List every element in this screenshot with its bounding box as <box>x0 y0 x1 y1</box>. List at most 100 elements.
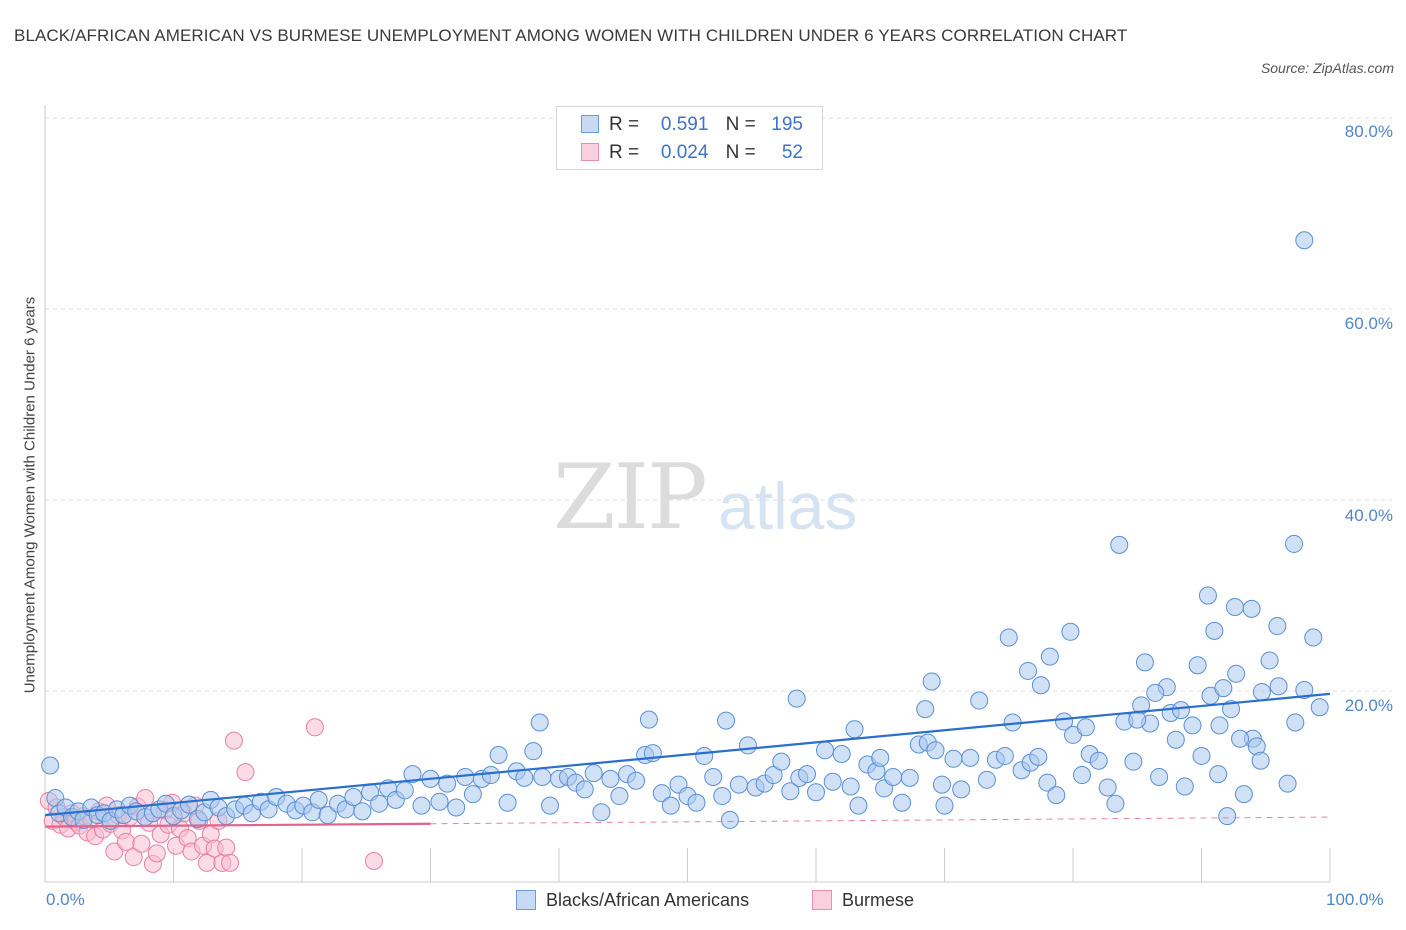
data-point <box>781 782 800 801</box>
data-point <box>720 810 739 829</box>
data-point <box>1268 617 1287 636</box>
data-point <box>309 790 328 809</box>
data-point <box>1252 682 1271 701</box>
data-point <box>1234 785 1253 804</box>
data-point <box>463 785 482 804</box>
data-point <box>1047 786 1066 805</box>
data-point <box>1192 746 1211 765</box>
data-point <box>1150 767 1169 786</box>
data-point <box>1031 676 1050 695</box>
legend-label: Burmese <box>842 890 915 910</box>
data-point <box>1040 647 1059 666</box>
data-point <box>1205 621 1224 640</box>
data-point <box>592 803 611 822</box>
data-point <box>1218 807 1237 826</box>
data-point <box>961 748 980 767</box>
data-point <box>639 710 658 729</box>
data-point <box>1019 661 1038 680</box>
data-point <box>1188 656 1207 675</box>
legend-blue-swatch <box>516 890 536 910</box>
data-point <box>524 742 543 761</box>
legend-label: Blacks/African Americans <box>546 890 750 910</box>
data-point <box>41 756 60 775</box>
n-label: N = <box>725 142 756 163</box>
data-point <box>481 766 500 785</box>
data-point <box>1285 534 1304 553</box>
data-point <box>787 689 806 708</box>
data-point <box>1269 677 1288 696</box>
blue-swatch <box>581 115 599 133</box>
data-point <box>447 798 466 817</box>
data-point <box>541 796 560 815</box>
gridlines <box>45 117 1392 692</box>
watermark-zip: ZIP <box>553 445 708 550</box>
n-value: 52 <box>781 142 803 163</box>
data-point <box>1089 751 1108 770</box>
data-point <box>1029 747 1048 766</box>
data-point <box>132 834 151 853</box>
data-point <box>1061 622 1080 641</box>
data-point <box>1124 752 1143 771</box>
data-point <box>1072 766 1091 785</box>
data-point <box>738 736 757 755</box>
r-value: 0.591 <box>660 114 709 135</box>
data-point <box>687 793 706 812</box>
r-label: R = <box>609 114 640 135</box>
data-point <box>1222 700 1241 719</box>
data-point <box>772 752 791 771</box>
stats-row-burmese: R = 0.024 N = 52 <box>581 139 803 167</box>
data-point <box>236 763 255 782</box>
data-point <box>1210 716 1229 735</box>
data-point <box>884 767 903 786</box>
data-point <box>807 783 825 802</box>
data-point <box>717 711 736 730</box>
data-point <box>1076 718 1095 737</box>
source-label: Source: ZipAtlas.com <box>1260 60 1394 76</box>
data-point <box>610 787 629 806</box>
data-point <box>1214 679 1233 698</box>
data-point <box>217 838 236 857</box>
data-point <box>661 796 680 815</box>
data-point <box>729 775 748 794</box>
data-point <box>1295 681 1314 700</box>
data-point <box>1260 651 1279 670</box>
data-point <box>305 718 324 737</box>
data-point <box>845 720 864 739</box>
data-point <box>430 792 449 811</box>
data-point <box>221 853 240 872</box>
data-point <box>1171 701 1190 720</box>
data-point <box>147 844 166 863</box>
data-point <box>1198 586 1217 605</box>
data-point <box>498 793 517 812</box>
data-point <box>1038 773 1057 792</box>
y-tick-label-80: 80.0% <box>1344 122 1393 141</box>
data-point <box>815 741 834 760</box>
data-point <box>584 764 603 783</box>
data-point <box>627 771 646 790</box>
data-point <box>515 768 534 787</box>
watermark-atlas: atlas <box>718 469 858 543</box>
legend-item-burmese: Burmese <box>812 890 914 911</box>
trend-lines <box>44 692 1331 828</box>
data-point <box>1304 628 1323 647</box>
data-point <box>105 842 124 861</box>
data-point <box>116 832 135 851</box>
data-point <box>1055 712 1074 731</box>
data-point <box>1286 713 1305 732</box>
stats-row-blacks: R = 0.591 N = 195 <box>581 111 803 139</box>
data-point <box>823 772 842 791</box>
data-point <box>1135 653 1154 672</box>
data-point <box>1175 777 1194 796</box>
data-point <box>1166 730 1185 749</box>
data-point <box>1183 716 1202 735</box>
data-point <box>944 749 963 768</box>
data-point <box>977 770 996 789</box>
y-tick-label-20: 20.0% <box>1344 696 1393 715</box>
data-point <box>916 700 935 719</box>
data-point <box>1231 729 1250 748</box>
data-point <box>1098 778 1117 797</box>
data-point <box>353 802 372 821</box>
data-point <box>1295 231 1314 250</box>
data-point <box>124 848 143 867</box>
